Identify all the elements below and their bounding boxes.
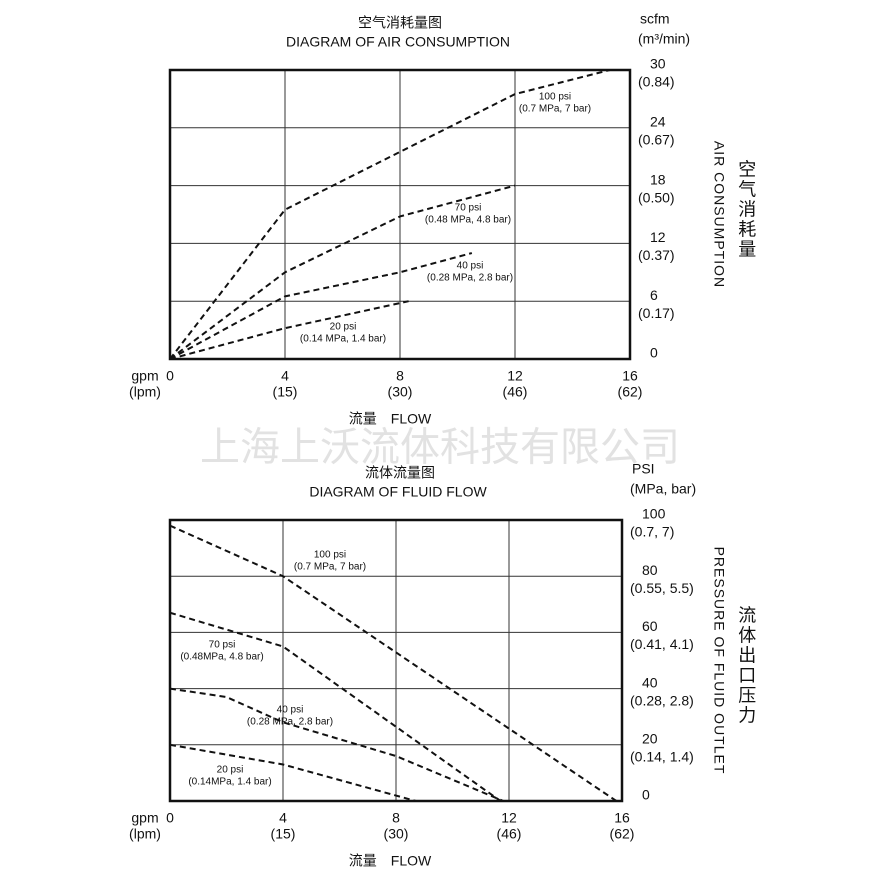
x-unit: gpm	[131, 368, 158, 384]
watermark: 上海上沃流体科技有限公司	[200, 426, 680, 470]
y-unit: PSI	[632, 461, 655, 477]
x-tick-label: 12	[507, 368, 523, 384]
x-tick-metric: (62)	[610, 826, 635, 842]
x-tick-label: 16	[622, 368, 638, 384]
series-note: (0.7 MPa, 7 bar)	[519, 104, 591, 115]
y-tick-label: 18	[650, 171, 666, 187]
plot-frame	[168, 68, 632, 361]
x-tick-label: 8	[396, 368, 404, 384]
y-tick-metric: (0.37)	[638, 247, 675, 263]
series-line	[169, 69, 611, 360]
series-line	[169, 300, 409, 360]
x-tick-metric: (46)	[497, 826, 522, 842]
y-tick-label: 60	[642, 618, 658, 634]
y-axis-label-cn: 流体出口压力	[736, 605, 756, 725]
series-line	[169, 687, 504, 802]
x-tick-metric: (15)	[271, 826, 296, 842]
y-axis-label: AIR CONSUMPTION	[711, 141, 727, 288]
y-tick-label: 0	[650, 345, 658, 361]
series-note: (0.7 MPa, 7 bar)	[294, 562, 366, 573]
series-label: 70 psi	[455, 203, 482, 214]
y-tick-label: 40	[642, 674, 658, 690]
x-axis-label: 流量 FLOW	[349, 411, 432, 427]
y-tick-label: 6	[650, 287, 658, 303]
plot-frame	[168, 518, 624, 803]
series-line	[169, 743, 417, 802]
y-tick-label: 0	[642, 787, 650, 803]
series-line	[169, 184, 516, 360]
x-tick-label: 4	[281, 368, 289, 384]
y-tick-metric: (0.41, 4.1)	[630, 636, 694, 652]
x-axis-label: 流量 FLOW	[349, 853, 432, 869]
x-unit-metric: (lpm)	[129, 826, 161, 842]
chart-title: 空气消耗量图	[358, 15, 442, 31]
y-tick-metric: (0.67)	[638, 132, 675, 148]
x-tick-label: 16	[614, 810, 630, 826]
series-note: (0.14MPa, 1.4 bar)	[188, 777, 271, 788]
x-tick-metric: (30)	[384, 826, 409, 842]
y-tick-label: 30	[650, 56, 666, 72]
chart-subtitle: DIAGRAM OF FLUID FLOW	[309, 484, 487, 500]
x-tick-label: 0	[166, 368, 174, 384]
series-label: 100 psi	[539, 92, 571, 103]
series-label: 40 psi	[457, 261, 484, 272]
series-label: 20 psi	[330, 322, 357, 333]
series-line	[169, 524, 617, 802]
x-tick-metric: (62)	[618, 384, 643, 400]
chart-title: 流体流量图	[365, 465, 435, 481]
series-label: 70 psi	[209, 640, 236, 651]
x-tick-label: 0	[166, 810, 174, 826]
series-note: (0.28 MPa, 2.8 bar)	[427, 273, 513, 284]
x-tick-label: 8	[392, 810, 400, 826]
y-tick-label: 12	[650, 229, 666, 245]
y-tick-label: 80	[642, 562, 658, 578]
x-tick-metric: (30)	[388, 384, 413, 400]
y-tick-label: 20	[642, 731, 658, 747]
x-unit: gpm	[131, 810, 158, 826]
y-tick-label: 24	[650, 114, 666, 130]
y-tick-metric: (0.14, 1.4)	[630, 749, 694, 765]
series-label: 20 psi	[217, 765, 244, 776]
y-tick-metric: (0.50)	[638, 189, 675, 205]
y-tick-metric: (0.7, 7)	[630, 524, 674, 540]
x-tick-label: 12	[501, 810, 517, 826]
y-unit-metric: (MPa, bar)	[630, 481, 696, 497]
y-axis-label: PRESSURE OF FLUID OUTLET	[711, 547, 727, 775]
series-line	[169, 252, 473, 360]
x-unit-metric: (lpm)	[129, 384, 161, 400]
series-note: (0.28 MPa, 2.8 bar)	[247, 717, 333, 728]
y-tick-label: 100	[642, 506, 666, 522]
x-tick-label: 4	[279, 810, 287, 826]
series-note: (0.48 MPa, 4.8 bar)	[425, 215, 511, 226]
x-tick-metric: (15)	[273, 384, 298, 400]
y-unit: scfm	[640, 11, 670, 27]
y-unit-metric: (m³/min)	[638, 31, 690, 47]
y-tick-metric: (0.17)	[638, 305, 675, 321]
series-note: (0.48MPa, 4.8 bar)	[180, 652, 263, 663]
y-axis-label-cn: 空气消耗量	[736, 159, 756, 259]
series-line	[169, 611, 502, 802]
y-tick-metric: (0.55, 5.5)	[630, 580, 694, 596]
series-label: 100 psi	[314, 550, 346, 561]
chart-subtitle: DIAGRAM OF AIR CONSUMPTION	[286, 34, 510, 50]
x-tick-metric: (46)	[503, 384, 528, 400]
y-tick-metric: (0.84)	[638, 74, 675, 90]
series-label: 40 psi	[277, 705, 304, 716]
y-tick-metric: (0.28, 2.8)	[630, 692, 694, 708]
series-note: (0.14 MPa, 1.4 bar)	[300, 334, 386, 345]
